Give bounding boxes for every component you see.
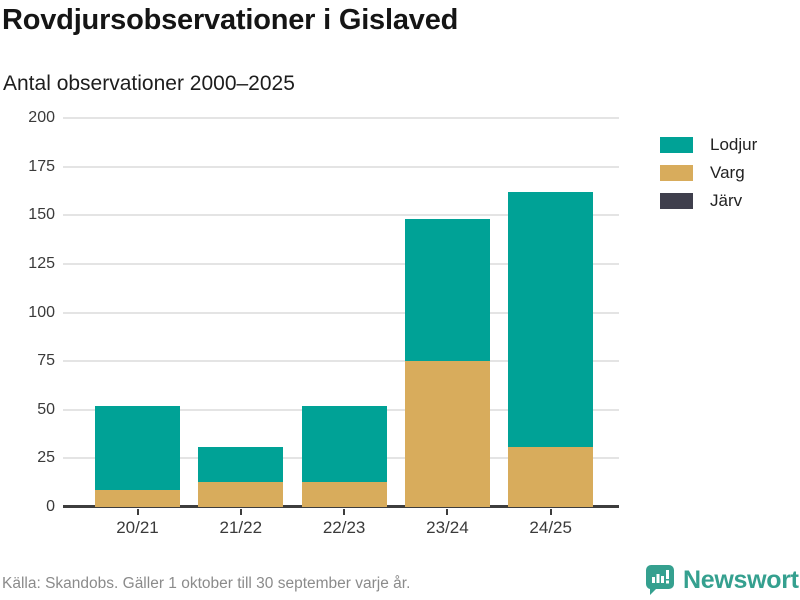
legend-swatch-lodjur bbox=[660, 136, 693, 153]
legend-swatch-j-rv bbox=[660, 192, 693, 209]
bar-segment-lodjur-24-25 bbox=[508, 191, 594, 447]
bar-segment-varg-23-24 bbox=[404, 361, 490, 507]
bar-segment-lodjur-20-21 bbox=[95, 405, 180, 490]
bar-segment-lodjur-23-24 bbox=[404, 219, 490, 362]
newsworthy-logo-icon bbox=[645, 565, 674, 595]
x-tick-22-23 bbox=[343, 509, 346, 515]
bar-21-22 bbox=[198, 118, 284, 507]
x-axis-label-20-21: 20/21 bbox=[116, 518, 159, 537]
chart-title: Rovdjursobservationer i Gislaved bbox=[2, 4, 459, 36]
bar-segment-varg-21-22 bbox=[198, 481, 284, 507]
gridline-175 bbox=[63, 165, 619, 168]
y-axis-label-150: 150 bbox=[28, 206, 55, 224]
x-tick-20-21 bbox=[136, 509, 139, 515]
bar-segment-lodjur-21-22 bbox=[198, 446, 284, 482]
bar-segment-lodjur-22-23 bbox=[301, 405, 387, 482]
bar-24-25 bbox=[508, 118, 594, 507]
y-axis-label-200: 200 bbox=[28, 109, 55, 126]
x-axis-label-22-23: 22/23 bbox=[322, 518, 366, 537]
newsworthy-wordmark: Newsworthy bbox=[683, 565, 800, 594]
source-note: Källa: Skandobs. Gäller 1 oktober till 3… bbox=[2, 575, 411, 592]
legend-item-lodjur: Lodjur bbox=[660, 134, 758, 154]
x-tick-23-24 bbox=[446, 509, 449, 515]
gridline-75 bbox=[63, 360, 619, 363]
y-axis-label-50: 50 bbox=[37, 400, 55, 418]
plot-area bbox=[63, 117, 619, 515]
y-axis-label-0: 0 bbox=[46, 498, 55, 515]
x-tick-21-22 bbox=[239, 509, 242, 515]
bar-20-21 bbox=[95, 118, 180, 507]
legend-label-j-rv: Järv bbox=[710, 190, 743, 210]
legend-label-varg: Varg bbox=[710, 162, 745, 182]
x-axis-label-24-25: 24/25 bbox=[529, 518, 572, 537]
legend: Lodjur Varg Järv bbox=[660, 134, 758, 220]
gridline-150 bbox=[63, 214, 619, 217]
bar-segment-varg-20-21 bbox=[95, 489, 180, 507]
legend-label-lodjur: Lodjur bbox=[710, 134, 758, 154]
x-axis-label-23-24: 23/24 bbox=[426, 518, 469, 537]
y-axis-label-175: 175 bbox=[28, 157, 55, 175]
y-axis-label-125: 125 bbox=[28, 254, 55, 272]
x-tick-24-25 bbox=[549, 509, 552, 515]
bar-23-24 bbox=[404, 118, 490, 507]
gridline-125 bbox=[63, 262, 619, 265]
gridline-200 bbox=[63, 117, 619, 119]
legend-swatch-varg bbox=[660, 164, 693, 181]
legend-item-j-rv: Järv bbox=[660, 190, 757, 210]
chart-subtitle: Antal observationer 2000–2025 bbox=[3, 72, 295, 95]
x-axis-label-21-22: 21/22 bbox=[219, 518, 263, 537]
bar-segment-varg-24-25 bbox=[508, 446, 594, 507]
y-axis-label-75: 75 bbox=[37, 352, 55, 370]
y-axis-label-25: 25 bbox=[37, 449, 55, 467]
newsworthy-branding: Newsworthy bbox=[645, 564, 800, 596]
y-axis-label-100: 100 bbox=[28, 303, 55, 321]
gridline-100 bbox=[63, 311, 619, 314]
bar-22-23 bbox=[301, 118, 387, 507]
legend-item-varg: Varg bbox=[660, 162, 757, 182]
bar-segment-varg-22-23 bbox=[301, 481, 387, 507]
